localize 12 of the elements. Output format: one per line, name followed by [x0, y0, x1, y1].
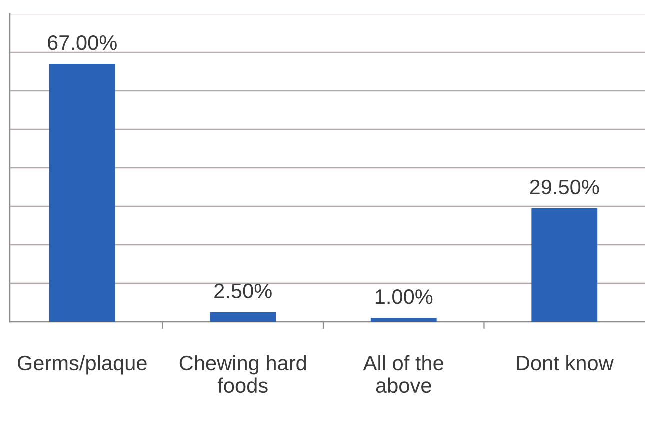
x-tick-label: All of the above [363, 355, 444, 394]
bar [532, 208, 598, 322]
data-label: 2.50% [214, 284, 272, 299]
data-label: 1.00% [376, 290, 433, 304]
bar [210, 312, 276, 322]
data-label: 67.00% [48, 35, 117, 50]
x-tick-label: Dont know [517, 355, 614, 371]
bar [49, 64, 116, 322]
bar [370, 318, 437, 322]
data-label: 29.50% [530, 180, 600, 195]
x-tick-label: Germs/plaque [18, 355, 147, 375]
x-tick-label: Chewing hard foods [180, 355, 306, 394]
